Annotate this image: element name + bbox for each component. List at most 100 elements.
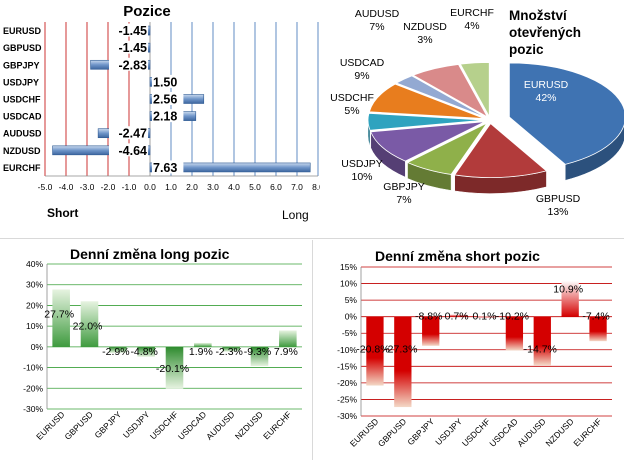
tick-label: -5.0 bbox=[38, 182, 53, 192]
pie-label-name: EURCHF bbox=[450, 7, 494, 19]
pie-label-percent: 7% bbox=[369, 21, 384, 33]
value-label: 7.9% bbox=[274, 346, 298, 358]
long-change-chart-title: Denní změna long pozic bbox=[70, 246, 230, 262]
category-label: EURCHF bbox=[261, 409, 293, 441]
pie-slice-audusd bbox=[412, 64, 489, 118]
long-change-chart: Denní změna long pozic 27.7%22.0% -2.9% -4… bbox=[23, 246, 302, 442]
category-label: EURCHF bbox=[3, 163, 41, 173]
value-label-background bbox=[109, 126, 148, 140]
value-label: -10.2% bbox=[496, 311, 529, 323]
tick-label: -15% bbox=[337, 361, 357, 371]
change-bar bbox=[109, 346, 127, 353]
value-label: -8.8% bbox=[415, 311, 442, 323]
tick-label: -2.0 bbox=[101, 182, 116, 192]
pie-label-name: USDJPY bbox=[341, 158, 382, 170]
change-bar bbox=[477, 316, 496, 318]
category-label: EURUSD bbox=[34, 409, 66, 441]
long-label: Long bbox=[282, 208, 309, 222]
tick-label: 7.0 bbox=[291, 182, 303, 192]
change-bar bbox=[505, 316, 524, 351]
tick-label: 15% bbox=[340, 262, 357, 272]
tick-label: 30% bbox=[26, 280, 43, 290]
value-label-background bbox=[152, 92, 184, 105]
pie-title-line: Množství bbox=[509, 8, 568, 23]
value-label-background bbox=[152, 109, 184, 123]
tick-label: -20% bbox=[337, 378, 357, 388]
value-label: 10.9% bbox=[553, 284, 583, 296]
category-label: GBPJPY bbox=[92, 409, 123, 440]
horizontal-divider bbox=[0, 238, 624, 239]
value-label-background bbox=[109, 143, 148, 157]
value-label: 7.63 bbox=[153, 161, 177, 175]
value-label: 0.1% bbox=[473, 311, 497, 323]
category-label: GBPUSD bbox=[62, 409, 94, 441]
value-label: -1.45 bbox=[119, 41, 148, 55]
change-bar bbox=[533, 316, 551, 366]
value-label: -27.3% bbox=[384, 344, 417, 356]
change-bar bbox=[449, 314, 468, 317]
tick-label: -10% bbox=[337, 345, 357, 355]
change-bar bbox=[194, 342, 212, 347]
tick-label: 5% bbox=[345, 295, 358, 305]
category-label: EURUSD bbox=[3, 26, 42, 36]
tick-label: 0% bbox=[345, 312, 358, 322]
category-label: USDJPY bbox=[121, 409, 152, 440]
tick-label: 5.0 bbox=[249, 182, 261, 192]
value-label: -1.45 bbox=[119, 24, 148, 38]
tick-label: 0% bbox=[31, 342, 44, 352]
pie-label-name: USDCAD bbox=[340, 57, 385, 69]
positions-chart: Pozice -1.45 -1.45 -2.83 1.50 2.56 2.18 -2.47 -… bbox=[3, 3, 320, 222]
change-bar bbox=[422, 316, 440, 346]
change-bar bbox=[589, 316, 607, 342]
tick-label: -30% bbox=[23, 404, 43, 414]
category-label: EURCHF bbox=[571, 416, 603, 448]
tick-label: 20% bbox=[26, 300, 43, 310]
pie-label-name: NZDUSD bbox=[403, 21, 447, 33]
value-label: 2.18 bbox=[153, 110, 177, 124]
change-bar bbox=[52, 289, 70, 347]
change-bar bbox=[165, 346, 184, 389]
category-label: USDCAD bbox=[487, 416, 519, 448]
category-label: NZDUSD bbox=[3, 146, 41, 156]
category-label: USDCAD bbox=[3, 112, 42, 122]
tick-label: -25% bbox=[337, 394, 357, 404]
tick-label: 0.0 bbox=[144, 182, 156, 192]
pie-label-percent: 42% bbox=[535, 92, 556, 104]
tick-label: -1.0 bbox=[122, 182, 137, 192]
category-label: USDCHF bbox=[460, 416, 492, 448]
value-label: -2.3% bbox=[215, 346, 242, 358]
tick-label: -20% bbox=[23, 383, 43, 393]
value-label: -2.9% bbox=[102, 346, 129, 358]
tick-label: 40% bbox=[26, 259, 43, 269]
position-bar bbox=[149, 162, 311, 173]
value-label: -20.8% bbox=[356, 344, 389, 356]
pie-label-name: AUDUSD bbox=[355, 8, 400, 20]
value-label: -2.47 bbox=[119, 127, 148, 141]
pie-label-name: GBPJPY bbox=[383, 181, 424, 193]
pie-slice-usdjpy bbox=[370, 121, 485, 162]
pie-label-percent: 13% bbox=[547, 206, 568, 218]
short-label: Short bbox=[47, 206, 78, 220]
position-bar bbox=[52, 145, 151, 156]
change-bar bbox=[222, 346, 240, 352]
value-label-background bbox=[152, 74, 184, 88]
pie-label-percent: 4% bbox=[464, 20, 479, 32]
value-label: -4.64 bbox=[119, 144, 148, 158]
pie-slice-gbpjpy bbox=[406, 122, 488, 175]
category-label: NZDUSD bbox=[543, 416, 575, 448]
short-change-chart: Denní změna short pozic -20.8%-27.3% -8.8… bbox=[337, 248, 612, 449]
category-label: USDCHF bbox=[3, 95, 41, 105]
positions-chart-title: Pozice bbox=[123, 3, 171, 20]
category-label: AUDUSD bbox=[3, 129, 42, 139]
pie-slice-eurchf bbox=[459, 62, 490, 117]
change-bar bbox=[80, 301, 99, 347]
pie-label-percent: 7% bbox=[396, 194, 411, 206]
change-bar bbox=[279, 330, 297, 347]
change-bar bbox=[250, 346, 269, 367]
value-label: 0.7% bbox=[445, 311, 469, 323]
pie-label-percent: 9% bbox=[354, 70, 369, 82]
value-label: -2.83 bbox=[119, 58, 148, 72]
value-label: -9.3% bbox=[244, 346, 271, 358]
tick-label: -10% bbox=[23, 363, 43, 373]
